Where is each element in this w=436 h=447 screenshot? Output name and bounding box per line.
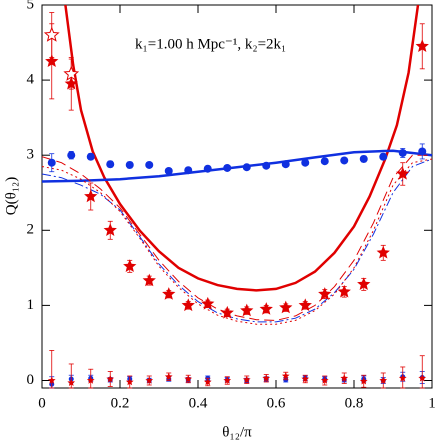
y-tick-label: 3 <box>27 147 35 163</box>
point <box>84 189 98 203</box>
y-tick-label: 5 <box>27 0 35 12</box>
point <box>359 377 368 385</box>
x-tick-label: 0 <box>38 395 46 411</box>
point <box>281 160 290 169</box>
point <box>106 160 115 169</box>
point <box>162 287 176 300</box>
x-tick-label: 0.6 <box>267 395 286 411</box>
point <box>184 166 193 175</box>
point <box>86 376 95 384</box>
point <box>106 375 115 383</box>
point <box>398 148 407 157</box>
point <box>340 374 349 382</box>
y-tick-label: 2 <box>27 222 35 238</box>
x-tick-label: 0.4 <box>189 395 208 411</box>
point <box>45 54 59 67</box>
point <box>203 164 212 173</box>
annotation: k₁=1.00 h Mpc⁻¹, k₂=2k₁ <box>135 36 286 52</box>
point <box>201 296 215 310</box>
point <box>184 375 193 383</box>
curve <box>41 158 433 325</box>
point <box>259 302 273 315</box>
point <box>181 298 195 312</box>
point <box>242 375 251 383</box>
x-tick-label: 0.8 <box>345 395 364 411</box>
point <box>398 374 407 382</box>
point <box>125 378 134 386</box>
point <box>47 158 56 167</box>
point <box>379 152 388 161</box>
point <box>357 277 371 290</box>
point <box>340 156 349 165</box>
point <box>262 374 271 382</box>
point <box>220 305 234 319</box>
point <box>418 374 427 382</box>
point <box>396 167 410 180</box>
point <box>318 287 332 300</box>
point <box>415 39 429 52</box>
point <box>376 245 390 259</box>
point <box>47 376 56 384</box>
curve <box>41 149 433 183</box>
point <box>337 284 351 298</box>
point <box>242 163 251 172</box>
point <box>164 166 173 175</box>
point <box>63 65 80 81</box>
point <box>379 376 388 384</box>
point <box>320 376 329 384</box>
plot-frame <box>41 4 433 389</box>
point <box>279 300 293 314</box>
point <box>301 375 310 383</box>
y-tick-label: 0 <box>27 372 35 388</box>
point <box>123 259 137 272</box>
point <box>43 26 60 42</box>
point <box>164 372 173 380</box>
y-tick-label: 1 <box>27 297 35 313</box>
point <box>103 223 117 236</box>
point <box>203 378 212 386</box>
curve <box>64 4 420 292</box>
point <box>301 158 310 167</box>
point <box>240 303 254 317</box>
point <box>223 376 232 384</box>
point <box>223 163 232 172</box>
point <box>418 147 427 156</box>
point <box>298 298 312 312</box>
curve <box>41 158 433 323</box>
point <box>145 160 154 169</box>
x-tick-label: 1 <box>428 395 436 411</box>
curve <box>41 154 432 321</box>
y-axis-label: Q(θ₁₂) <box>3 177 19 215</box>
point <box>125 160 134 169</box>
x-tick-label: 0.2 <box>111 395 130 411</box>
point <box>320 157 329 166</box>
x-axis-label: θ₁₂/π <box>222 424 252 440</box>
point <box>145 376 154 384</box>
point <box>67 378 76 386</box>
point <box>67 151 76 160</box>
point <box>281 372 290 380</box>
point <box>86 152 95 161</box>
y-tick-label: 4 <box>27 72 35 88</box>
point <box>262 161 271 170</box>
point <box>359 154 368 163</box>
point <box>142 273 156 287</box>
